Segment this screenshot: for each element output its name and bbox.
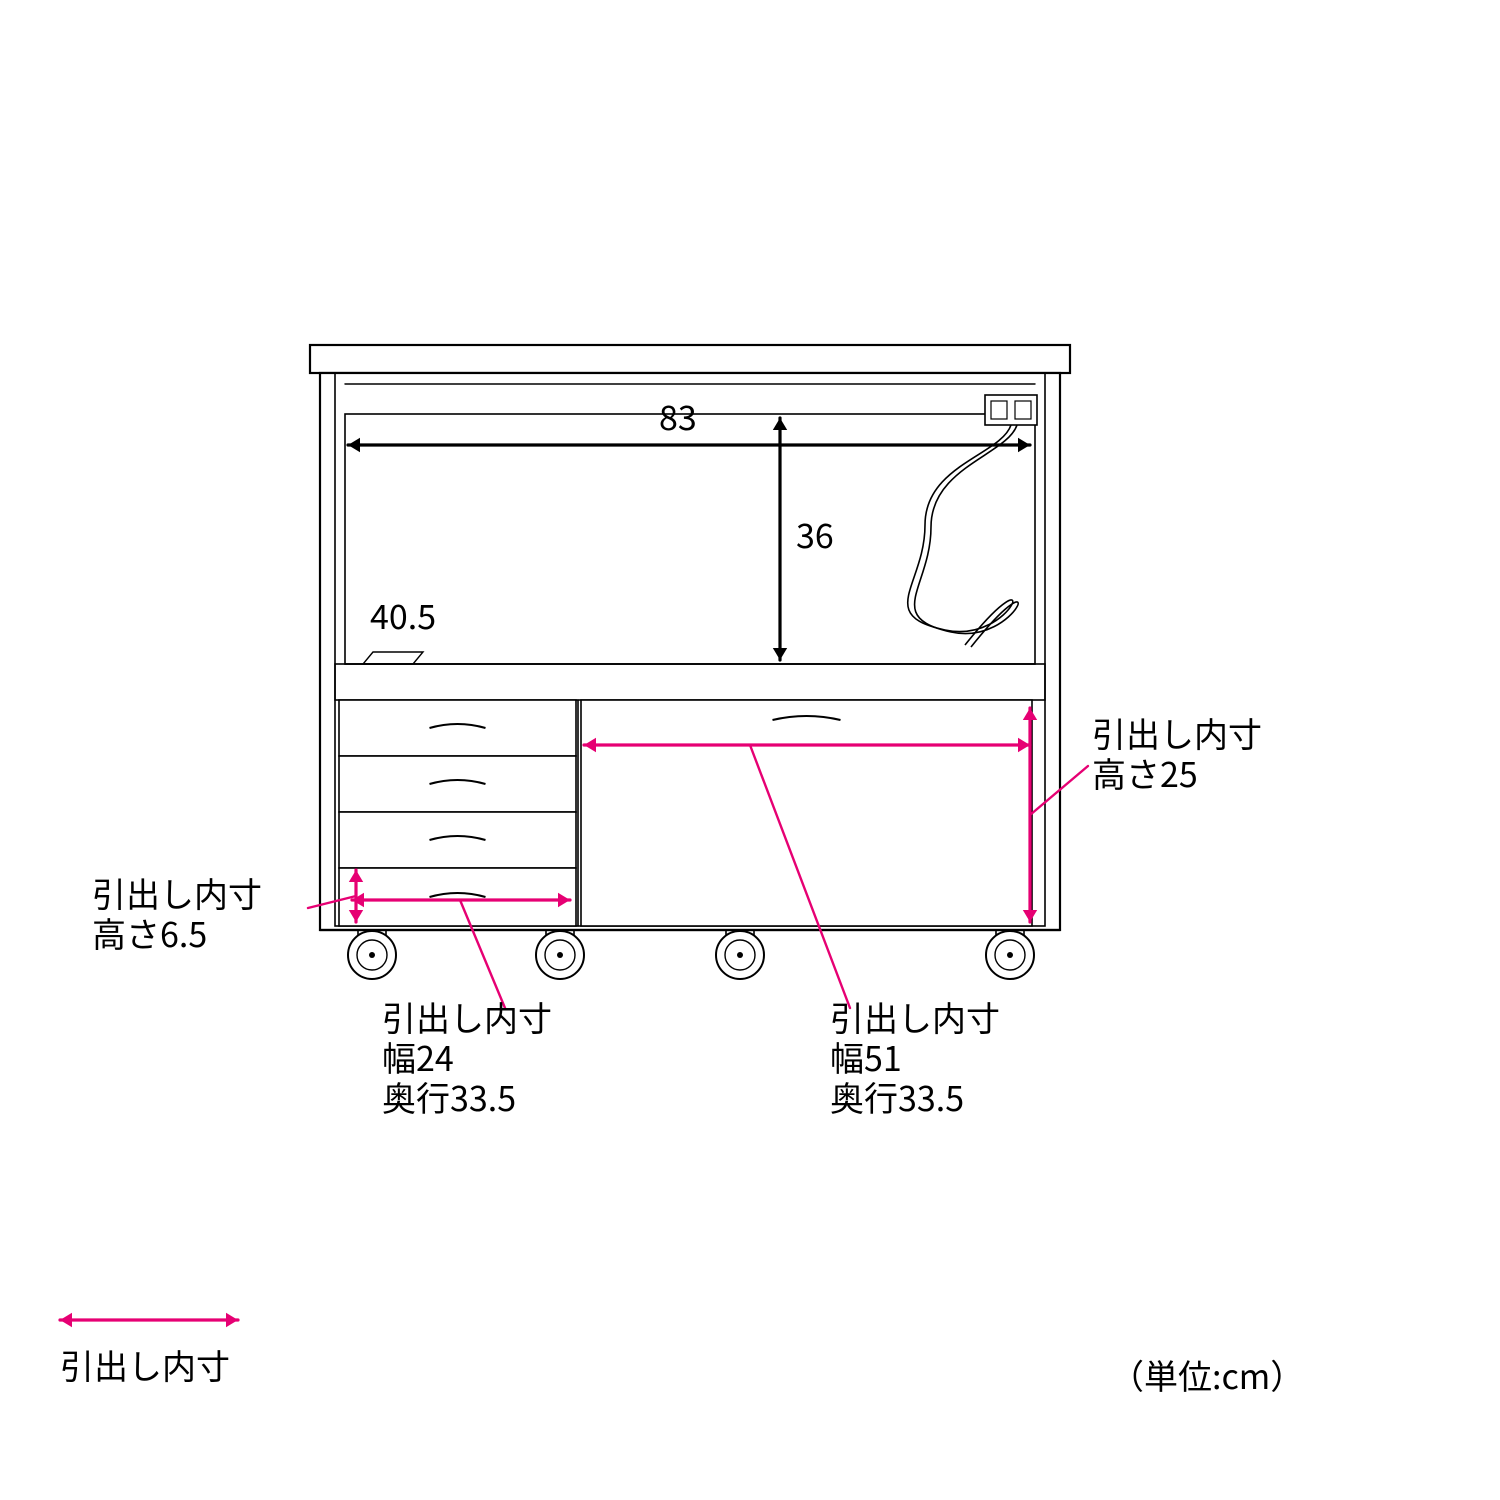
svg-text:高さ6.5: 高さ6.5 xyxy=(92,908,207,957)
dim-shelf-height: 36 xyxy=(796,509,834,558)
units-label: （単位:cm） xyxy=(1110,1350,1304,1399)
legend: 引出し内寸 xyxy=(60,1313,238,1389)
svg-text:高さ25: 高さ25 xyxy=(1092,748,1198,797)
svg-text:奥行33.5: 奥行33.5 xyxy=(830,1072,964,1121)
svg-text:奥行33.5: 奥行33.5 xyxy=(382,1072,516,1121)
legend-label: 引出し内寸 xyxy=(60,1340,230,1389)
dim-shelf-width: 83 xyxy=(659,391,697,440)
dim-depth: 40.5 xyxy=(370,590,436,639)
